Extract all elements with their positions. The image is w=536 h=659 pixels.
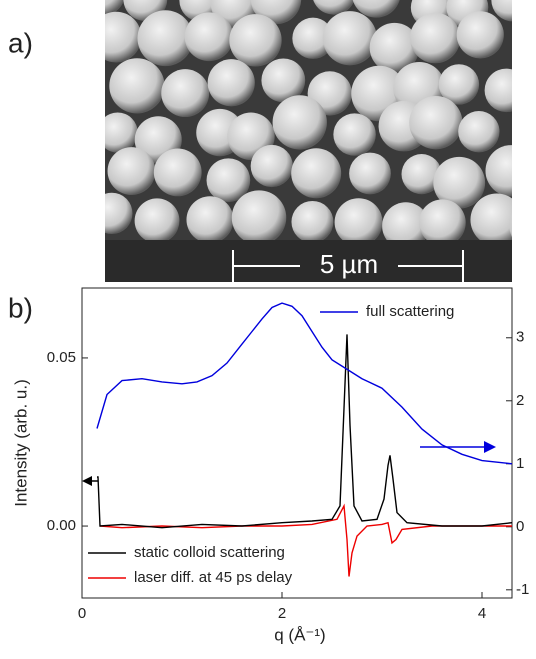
particle (161, 69, 209, 117)
scale-bar-panel (105, 240, 512, 282)
particle (229, 14, 281, 66)
particle (410, 13, 460, 63)
particle (273, 95, 327, 149)
particle (154, 148, 202, 196)
data-line (97, 303, 512, 464)
x-axis-label: q (Å⁻¹) (274, 625, 325, 644)
y-tick-label: 0.00 (47, 517, 76, 534)
y2-tick-label: 1 (516, 455, 524, 472)
particle (291, 201, 333, 243)
sem-image (78, 0, 536, 253)
particle (185, 12, 234, 61)
particle (251, 145, 293, 187)
data-line (97, 334, 512, 527)
panel-label: a) (8, 27, 33, 58)
panel-label: b) (8, 292, 33, 323)
legend-label: full scattering (366, 303, 454, 320)
particle (335, 198, 383, 246)
y2-tick-label: 0 (516, 518, 524, 535)
x-tick-label: 2 (278, 605, 286, 622)
particle (524, 69, 536, 121)
particle (458, 111, 499, 152)
particle (409, 96, 462, 149)
particle (91, 193, 132, 234)
y-axis-label: Intensity (arb. u.) (11, 379, 30, 507)
y2-tick-label: 2 (516, 392, 524, 409)
particle (186, 196, 233, 243)
legend-label: static colloid scattering (134, 544, 285, 561)
particle (515, 22, 536, 69)
particle (333, 113, 375, 155)
particle (515, 98, 536, 151)
scale-bar-label: 5 µm (320, 249, 378, 279)
x-tick-label: 0 (78, 605, 86, 622)
particle (470, 194, 523, 247)
particle (208, 59, 255, 106)
particle (323, 11, 377, 65)
axis-arrow-head (82, 476, 92, 486)
particle (135, 198, 180, 243)
particle (98, 112, 138, 152)
particle (109, 58, 164, 113)
particle (509, 197, 536, 253)
particle (485, 69, 528, 112)
axis-arrow-head (484, 441, 496, 453)
particle (486, 145, 536, 196)
y-tick-label: 0.05 (47, 349, 76, 366)
particle (232, 190, 286, 244)
particle (291, 148, 341, 198)
figure: a) 5 µm b) q (Å⁻¹) Intensity (arb. u.) 0… (0, 0, 536, 654)
legend-label: laser diff. at 45 ps delay (134, 569, 293, 586)
particle (349, 153, 391, 195)
particle (91, 12, 142, 63)
y2-tick-label: -1 (516, 581, 529, 598)
x-tick-label: 4 (478, 605, 486, 622)
data-line (100, 506, 512, 577)
particle (523, 159, 536, 205)
y2-tick-label: 3 (516, 329, 524, 346)
particle (457, 11, 504, 58)
particle (419, 199, 466, 246)
particle (108, 147, 156, 195)
